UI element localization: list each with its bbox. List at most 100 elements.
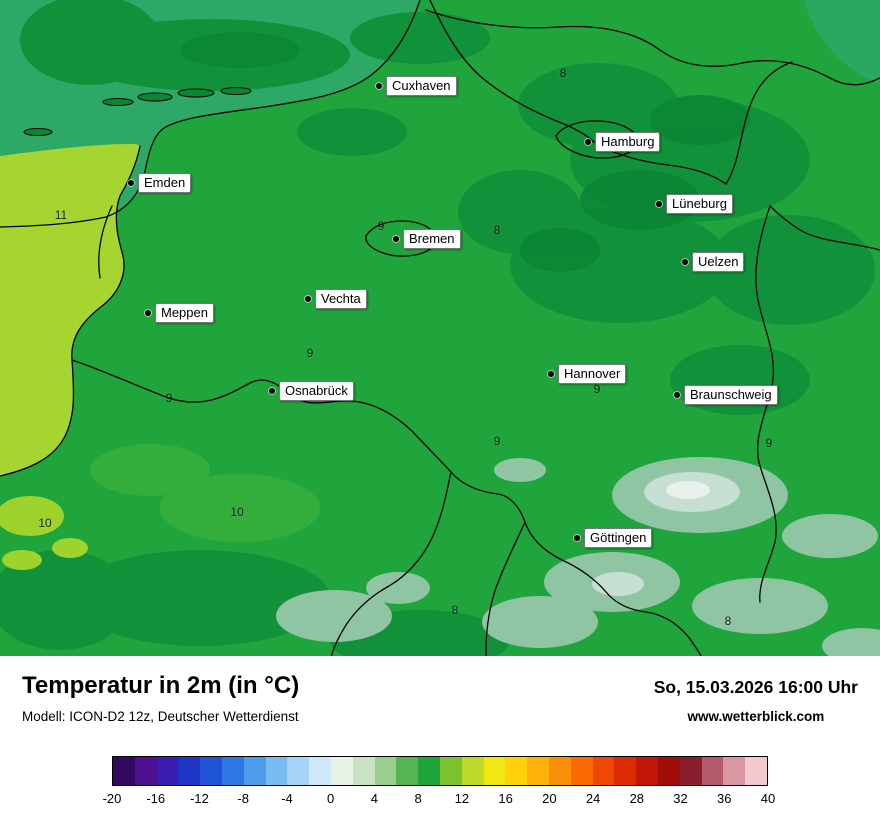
city-label: Osnabrück	[279, 381, 354, 401]
city-dot-icon	[674, 392, 680, 398]
legend-tick-label: 8	[414, 791, 422, 806]
legend-color-segment	[483, 757, 506, 785]
city-marker-emden: Emden	[128, 173, 192, 193]
temp-value-label: 10	[230, 505, 244, 519]
legend-color-segment	[570, 757, 593, 785]
legend-color-segment	[221, 757, 244, 785]
legend-tick-labels: -20 -16 -12 -8 -4 0 4 8 12 16 20 24 28 32 36 40	[103, 791, 776, 809]
city-dot-icon	[656, 201, 662, 207]
city-dot-icon	[128, 180, 134, 186]
model-info: Modell: ICON-D2 12z, Deutscher Wetterdie…	[22, 709, 299, 724]
city-dot-icon	[376, 83, 382, 89]
map-title: Temperatur in 2m (in °C)	[22, 672, 300, 699]
temp-value-label: 9	[765, 436, 773, 450]
temperature-legend: -20 -16 -12 -8 -4 0 4 8 12 16 20 24 28 32 36 40	[103, 756, 776, 809]
city-dot-icon	[585, 139, 591, 145]
legend-color-segment	[461, 757, 484, 785]
legend-color-segment	[156, 757, 179, 785]
legend-tick-label: 4	[370, 791, 379, 806]
legend-tick-label: 32	[673, 791, 688, 806]
city-label: Hannover	[558, 364, 627, 384]
map-imagery	[0, 0, 880, 656]
legend-tick-label: -12	[190, 791, 209, 806]
city-marker-vechta: Vechta	[305, 289, 367, 309]
temp-value-label: 8	[493, 223, 501, 237]
city-marker-cuxhaven: Cuxhaven	[376, 76, 457, 96]
city-dot-icon	[548, 371, 554, 377]
legend-color-bar	[112, 756, 768, 786]
city-label: Göttingen	[584, 528, 653, 548]
city-dot-icon	[574, 535, 580, 541]
legend-color-segment	[330, 757, 353, 785]
legend-color-segment	[287, 757, 310, 785]
footer-text-row: Temperatur in 2m (in °C) Modell: ICON-D2…	[0, 656, 880, 724]
temp-value-label: 8	[559, 66, 567, 80]
legend-color-segment	[265, 757, 288, 785]
legend-color-segment	[657, 757, 680, 785]
forecast-datetime: So, 15.03.2026 16:00 Uhr	[653, 677, 858, 697]
legend-tick-label: 20	[542, 791, 557, 806]
city-marker-hannover: Hannover	[548, 364, 627, 384]
temp-value-label: 9	[377, 219, 385, 233]
city-label: Hamburg	[595, 132, 661, 152]
legend-tick-label: 40	[760, 791, 776, 806]
city-label: Vechta	[315, 289, 367, 309]
legend-color-segment	[309, 757, 331, 785]
temp-value-label: 9	[165, 391, 173, 405]
legend-color-segment	[701, 757, 724, 785]
legend-tick-label: 36	[717, 791, 732, 806]
legend-color-segment	[527, 757, 549, 785]
city-label: Emden	[138, 173, 192, 193]
footer-left: Temperatur in 2m (in °C) Modell: ICON-D2…	[22, 672, 299, 724]
city-dot-icon	[393, 236, 399, 242]
temp-value-label: 8	[451, 603, 459, 617]
city-marker-meppen: Meppen	[145, 303, 214, 323]
temp-value-label: 9	[306, 346, 314, 360]
legend-tick-label: 0	[327, 791, 335, 806]
legend-tick-label: 16	[498, 791, 513, 806]
city-dot-icon	[682, 259, 688, 265]
city-marker-lneburg: Lüneburg	[656, 194, 733, 214]
city-label: Meppen	[155, 303, 214, 323]
legend-color-segment	[134, 757, 157, 785]
city-marker-bremen: Bremen	[393, 229, 461, 249]
legend-color-segment	[396, 757, 419, 785]
city-label: Cuxhaven	[386, 76, 457, 96]
temp-value-label: 10	[38, 516, 52, 530]
city-marker-uelzen: Uelzen	[682, 252, 745, 272]
city-marker-osnabrck: Osnabrück	[269, 381, 354, 401]
city-marker-gttingen: Göttingen	[574, 528, 653, 548]
legend-color-segment	[548, 757, 571, 785]
city-label: Lüneburg	[666, 194, 733, 214]
legend-color-segment	[243, 757, 266, 785]
footer-right: So, 15.03.2026 16:00 Uhr www.wetterblick…	[654, 672, 858, 724]
city-dot-icon	[269, 388, 275, 394]
city-label: Braunschweig	[684, 385, 778, 405]
temp-value-label: 9	[593, 382, 601, 396]
legend-color-segment	[178, 757, 201, 785]
legend-color-segment	[636, 757, 658, 785]
legend-color-segment	[113, 757, 135, 785]
legend-color-segment	[614, 757, 637, 785]
legend-color-segment	[418, 757, 440, 785]
city-dot-icon	[145, 310, 151, 316]
legend-tick-label: -8	[237, 791, 249, 806]
legend-color-segment	[352, 757, 375, 785]
map-footer: Temperatur in 2m (in °C) Modell: ICON-D2…	[0, 656, 880, 830]
legend-tick-label: 12	[454, 791, 470, 806]
legend-color-segment	[200, 757, 222, 785]
temp-value-label: 11	[54, 208, 68, 222]
city-label: Bremen	[403, 229, 461, 249]
city-marker-braunschweig: Braunschweig	[674, 385, 778, 405]
legend-color-segment	[745, 757, 767, 785]
temperature-map: 8 11 9 8 9 9 9 9 9 10 10 8 8 Cuxhaven Hamburg Emden Lün…	[0, 0, 880, 656]
legend-tick-label: -20	[102, 791, 122, 806]
website-url: www.wetterblick.com	[687, 709, 825, 724]
legend-color-segment	[723, 757, 746, 785]
temp-value-label: 9	[493, 434, 501, 448]
city-label: Uelzen	[692, 252, 745, 272]
legend-tick-label: 28	[629, 791, 645, 806]
legend-color-segment	[374, 757, 397, 785]
city-dot-icon	[305, 296, 311, 302]
